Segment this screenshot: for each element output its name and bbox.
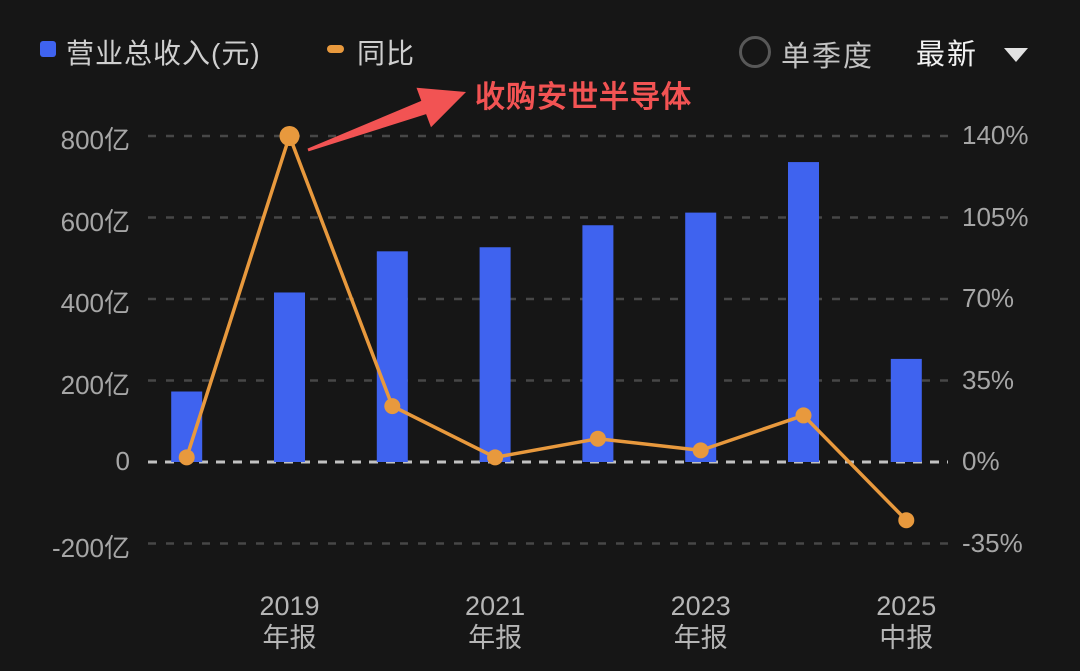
yoy-point[interactable] xyxy=(898,512,915,529)
y-tick-right: -35% xyxy=(962,527,1023,558)
x-tick-label: 2025 中报 xyxy=(826,590,986,654)
report-period-dropdown[interactable]: 最新 xyxy=(916,31,1029,73)
revenue-legend-label[interactable]: 营业总收入(元) xyxy=(66,38,261,69)
yoy-point[interactable] xyxy=(795,407,812,424)
x-tick-label: 2021 年报 xyxy=(415,590,575,654)
revenue-bar[interactable] xyxy=(582,225,614,462)
y-tick-left: 800亿 xyxy=(60,125,130,155)
y-tick-right: 105% xyxy=(962,201,1029,232)
revenue-bar[interactable] xyxy=(479,247,511,462)
y-tick-right: 0% xyxy=(962,446,1000,476)
y-tick-left: 0 xyxy=(115,446,130,476)
y-tick-left: 400亿 xyxy=(60,288,130,318)
yoy-line xyxy=(185,134,908,522)
annotation-arrow-icon xyxy=(307,87,466,152)
y-tick-right: 70% xyxy=(962,283,1015,313)
x-tick-label: 2019 年报 xyxy=(210,590,370,654)
yoy-point[interactable] xyxy=(384,398,401,415)
report-period-dropdown-label[interactable]: 最新 xyxy=(916,39,979,71)
y-tick-right: 140% xyxy=(962,120,1029,150)
y-tick-left: -200亿 xyxy=(51,532,130,563)
single-quarter-label[interactable]: 单季度 xyxy=(781,41,875,73)
x-tick-year: 2023 xyxy=(670,591,731,621)
revenue-bar[interactable] xyxy=(376,251,408,462)
x-tick-year: 2025 xyxy=(876,591,937,621)
yoy-point[interactable] xyxy=(692,442,709,459)
x-tick-year: 2021 xyxy=(465,591,526,621)
annotation-text: 收购安世半导体 xyxy=(475,81,692,114)
yoy-point[interactable] xyxy=(589,430,606,447)
y-tick-left: 200亿 xyxy=(60,369,130,400)
yoy-point[interactable] xyxy=(178,449,195,466)
x-tick-year: 2019 xyxy=(259,591,320,621)
x-tick-period: 年报 xyxy=(468,623,523,653)
revenue-bar[interactable] xyxy=(685,212,717,462)
x-tick-period: 年报 xyxy=(673,623,728,653)
y-tick-left: 600亿 xyxy=(60,206,130,237)
yoy-point[interactable] xyxy=(487,449,504,466)
revenue-legend-swatch xyxy=(40,41,56,57)
single-quarter-radio[interactable] xyxy=(739,36,771,68)
x-tick-label: 2023 年报 xyxy=(621,590,781,654)
revenue-bar[interactable] xyxy=(890,358,922,462)
revenue-bar[interactable] xyxy=(274,292,305,462)
yoy-legend-label[interactable]: 同比 xyxy=(357,38,416,69)
chevron-down-icon[interactable] xyxy=(1004,48,1029,62)
yoy-legend-swatch xyxy=(327,45,344,53)
x-tick-period: 年报 xyxy=(262,623,317,653)
y-tick-right: 35% xyxy=(962,364,1015,395)
x-tick-period: 中报 xyxy=(879,623,934,653)
yoy-point[interactable] xyxy=(279,126,300,146)
